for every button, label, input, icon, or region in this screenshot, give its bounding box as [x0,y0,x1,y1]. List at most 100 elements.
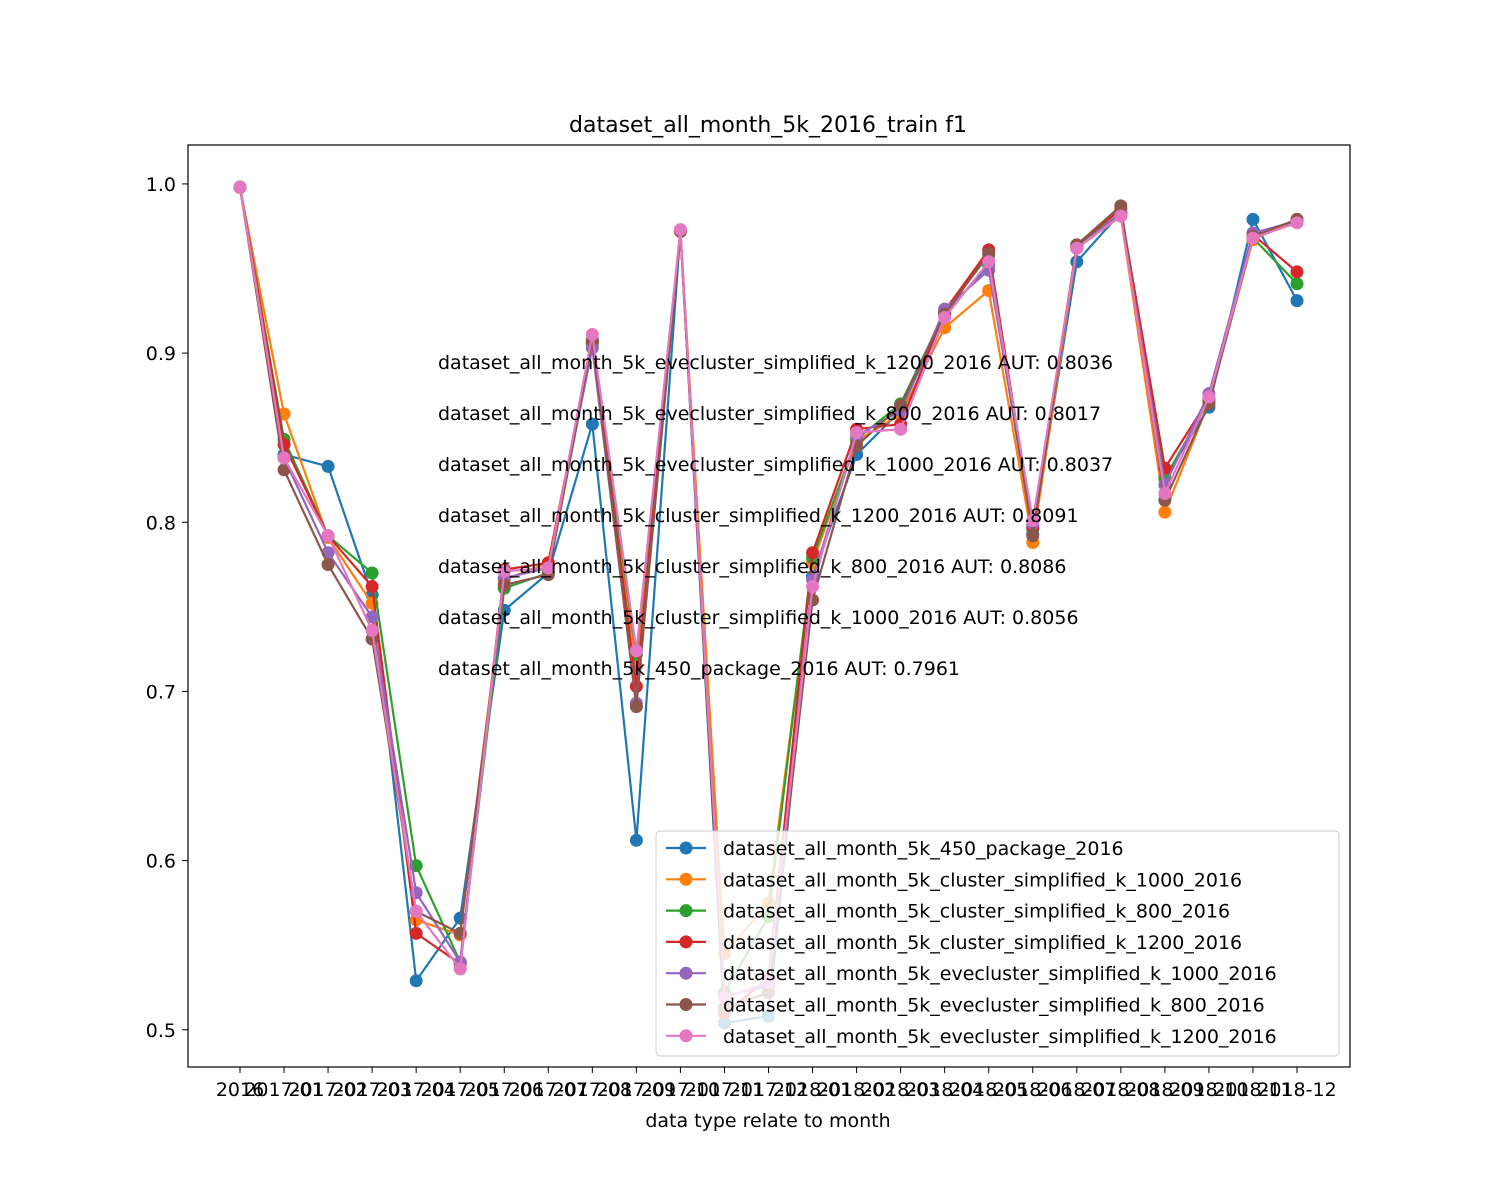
legend-marker [679,904,693,918]
data-point [1026,529,1040,543]
aut-annotation: dataset_all_month_5k_cluster_simplified_… [438,556,1066,578]
data-point [806,593,820,607]
legend-marker [679,966,693,980]
aut-annotation: dataset_all_month_5k_evecluster_simplifi… [438,352,1113,374]
x-tick-label: 2018-12 [1257,1079,1336,1101]
data-point [1202,390,1216,404]
y-tick-label: 0.8 [146,512,176,534]
data-point [894,422,908,436]
x-tick-label: 2017-12 [729,1079,808,1101]
x-tick-label: 2017-03 [332,1079,411,1101]
data-point [409,904,423,918]
data-point [233,180,247,194]
x-tick-label: 2018-01 [773,1079,852,1101]
plot-frame [187,144,1351,1068]
legend-label: dataset_all_month_5k_450_package_2016 [723,838,1124,860]
data-point [321,459,335,473]
legend-box [655,830,1340,1057]
data-point [585,417,599,431]
data-point [365,566,379,580]
x-tick-label: 2018-08 [1081,1079,1160,1101]
data-point [321,529,335,543]
data-point [1114,199,1128,213]
y-tick-label: 0.7 [146,681,176,703]
data-point [1290,265,1304,279]
data-point [1070,255,1084,269]
x-tick-label: 2018-09 [1125,1079,1204,1101]
data-point [497,578,511,592]
data-point [365,624,379,638]
legend-item: dataset_all_month_5k_cluster_simplified_… [666,932,1242,954]
data-point [1158,486,1172,500]
data-point [365,610,379,624]
legend-item: dataset_all_month_5k_evecluster_simplifi… [666,1026,1277,1048]
x-tick-label: 2018-02 [817,1079,896,1101]
x-tick-label: 2018-11 [1213,1079,1292,1101]
legend-marker [679,1029,693,1043]
x-tick-label: 2017-01 [244,1079,323,1101]
aut-annotation: dataset_all_month_5k_evecluster_simplifi… [438,403,1101,425]
legend-label: dataset_all_month_5k_evecluster_simplifi… [723,963,1277,985]
x-tick-label: 2017-07 [509,1079,588,1101]
legend-label: dataset_all_month_5k_cluster_simplified_… [723,901,1230,923]
data-point [1158,505,1172,519]
x-tick-label: 2017-11 [685,1079,764,1101]
legend-item: dataset_all_month_5k_cluster_simplified_… [666,869,1242,891]
annotations: dataset_all_month_5k_evecluster_simplifi… [438,352,1113,680]
data-point [850,426,864,440]
legend-marker [679,935,693,949]
y-tick-label: 0.9 [146,343,176,365]
legend-marker [679,841,693,855]
data-point [1290,294,1304,308]
legend-item: dataset_all_month_5k_cluster_simplified_… [666,901,1230,923]
data-point [277,451,291,465]
legend-label: dataset_all_month_5k_cluster_simplified_… [723,932,1242,954]
x-tick-label: 2017-04 [376,1079,455,1101]
y-tick-label: 0.6 [146,851,176,873]
legend-label: dataset_all_month_5k_evecluster_simplifi… [723,995,1265,1017]
x-tick-label: 2017-02 [288,1079,367,1101]
data-point [453,962,467,976]
legend-label: dataset_all_month_5k_cluster_simplified_… [723,869,1242,891]
data-point [1290,216,1304,230]
data-point [365,580,379,594]
aut-annotation: dataset_all_month_5k_cluster_simplified_… [438,607,1079,629]
x-tick-label: 2017-08 [553,1079,632,1101]
data-point [1070,241,1084,255]
x-tick-label: 2017-10 [641,1079,720,1101]
axes: 0.50.60.70.80.91.020162017-012017-022017… [146,144,1351,1101]
data-point [409,926,423,940]
x-axis-label: data type relate to month [645,1110,890,1132]
data-point [497,564,511,578]
data-point [321,558,335,572]
x-tick-label: 2018-10 [1169,1079,1248,1101]
legend-item: dataset_all_month_5k_450_package_2016 [666,838,1124,860]
data-point [982,255,996,269]
x-tick-label: 2017-09 [597,1079,676,1101]
legend-item: dataset_all_month_5k_evecluster_simplifi… [666,963,1277,985]
data-point [1114,209,1128,223]
data-point [585,327,599,341]
x-tick-label: 2018-05 [949,1079,1028,1101]
data-point [1246,212,1260,226]
data-point [629,679,643,693]
data-point [1290,277,1304,291]
legend-label: dataset_all_month_5k_evecluster_simplifi… [723,1026,1277,1048]
x-tick-label: 2018-03 [861,1079,940,1101]
data-point [806,546,820,560]
data-point [1246,231,1260,245]
x-tick-label: 2018-06 [993,1079,1072,1101]
data-point [806,580,820,594]
legend-marker [679,998,693,1011]
y-tick-label: 0.5 [146,1020,176,1042]
aut-annotation: dataset_all_month_5k_450_package_2016 AU… [438,658,960,680]
data-point [541,561,555,575]
data-point [629,833,643,847]
aut-annotation: dataset_all_month_5k_cluster_simplified_… [438,505,1079,527]
data-point [629,700,643,714]
data-point [938,311,952,325]
x-tick-label: 2017-06 [465,1079,544,1101]
x-tick-label: 2018-04 [905,1079,984,1101]
aut-annotation: dataset_all_month_5k_evecluster_simplifi… [438,454,1113,476]
data-point [673,223,687,237]
